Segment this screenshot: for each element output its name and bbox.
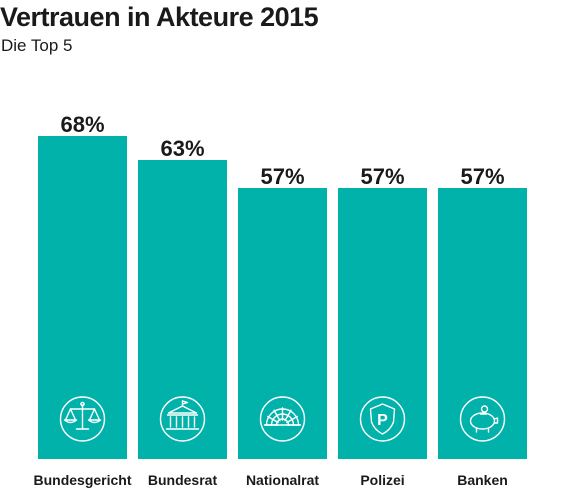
category-label: Banken [457, 472, 508, 488]
government-building-icon [159, 396, 206, 442]
data-label: 68% [60, 112, 104, 137]
data-label: 63% [160, 136, 204, 161]
bar-polizei [338, 188, 427, 459]
category-label: Polizei [360, 472, 404, 488]
chart-subtitle: Die Top 5 [1, 36, 73, 55]
bar-banken [438, 188, 527, 459]
svg-text:P: P [377, 412, 388, 429]
police-badge-icon: P [359, 396, 406, 442]
category-label: Bundesgericht [33, 472, 131, 488]
bar-bundesrat [138, 160, 227, 459]
data-label: 57% [260, 164, 304, 189]
chart-title: Vertrauen in Akteure 2015 [0, 2, 319, 32]
category-label: Bundesrat [148, 472, 218, 488]
scales-icon [59, 396, 106, 442]
data-label: 57% [360, 164, 404, 189]
parliament-icon [259, 396, 306, 442]
data-label: 57% [460, 164, 504, 189]
piggy-bank-icon [459, 396, 506, 442]
category-label: Nationalrat [246, 472, 319, 488]
